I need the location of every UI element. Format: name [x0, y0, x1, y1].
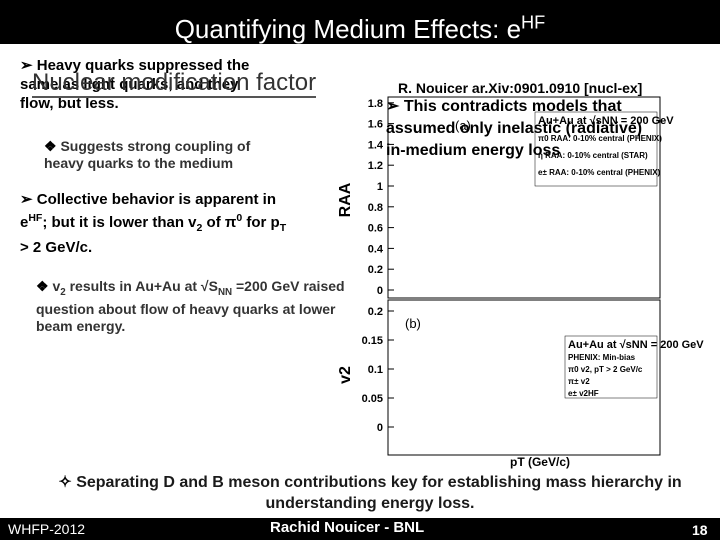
footer-left: WHFP-2012: [8, 521, 86, 537]
text-run: of π: [202, 214, 237, 231]
text-run: Suggests strong coupling of heavy quarks…: [44, 138, 251, 171]
citation: R. Nouicer ar.Xiv:0901.0910 [nucl-ex]: [398, 80, 643, 96]
y-tick-label: 1: [377, 181, 383, 193]
y-tick-label: 1.2: [368, 160, 383, 172]
overlay-title: Nuclear modification factor: [32, 69, 317, 98]
bullet: Heavy quarks suppressed the same as ligh…: [20, 56, 270, 113]
y-tick-label: 0.2: [368, 306, 383, 318]
panel-label: (b): [405, 316, 421, 331]
y-label: v2: [337, 366, 354, 384]
y-tick-label: 0: [377, 285, 383, 297]
bullet: This contradicts models that assumed onl…: [386, 96, 658, 162]
legend-bottom: [564, 335, 658, 399]
text-run: ; but it is lower than v: [42, 214, 197, 231]
header: Quantifying Medium Effects: eHF: [0, 0, 720, 44]
text-run: > 2 GeV/c.: [20, 239, 93, 256]
footer-right: 18: [692, 522, 708, 538]
y-tick-label: 0.2: [368, 264, 383, 276]
legend-entry: e± RAA: 0-10% central (PHENIX): [538, 168, 661, 177]
sub: NN: [217, 286, 233, 298]
frame-bottom: [387, 299, 661, 456]
sub-bullet: v2 results in Au+Au at √SNN =200 GeV rai…: [36, 278, 346, 335]
y-tick-label: 1.4: [368, 139, 384, 151]
sub: 2: [196, 222, 203, 234]
sub: T: [279, 222, 287, 234]
y-tick-label: 0.15: [362, 335, 383, 347]
text-run: Collective behavior is apparent in e: [20, 191, 276, 231]
bottom-text-body: Separating D and B meson contributions k…: [76, 474, 682, 512]
y-tick-label: 0.1: [368, 364, 383, 376]
y-tick-label: 0: [377, 422, 383, 434]
sub: 2: [60, 286, 66, 298]
text-run: v: [52, 278, 61, 294]
x-label: pT (GeV/c): [510, 455, 570, 469]
legend-entry: Au+Au at √sNN = 200 GeV: [568, 339, 704, 351]
y-label: RAA: [337, 182, 354, 217]
text-run: =200 GeV raised question about flow of h…: [36, 278, 345, 334]
footer: WHFP-2012 Rachid Nouicer - BNL 18: [0, 518, 720, 540]
y-tick-label: 1.8: [368, 98, 383, 110]
text-run: results in Au+Au at √S: [65, 278, 218, 294]
title: Quantifying Medium Effects: eHF: [174, 12, 546, 44]
text-run: Quantifying Medium Effects: e: [174, 13, 522, 44]
y-tick-label: 0.6: [368, 223, 383, 235]
sup: 0: [236, 212, 243, 224]
legend-entry: π0 v2, pT > 2 GeV/c: [568, 365, 643, 374]
text-run: This contradicts models that assumed onl…: [386, 98, 643, 159]
footer-center: Rachid Nouicer - BNL: [270, 519, 425, 536]
text-run: for p: [242, 214, 280, 231]
bottom-text: ✧ Separating D and B meson contributions…: [58, 474, 682, 512]
text-run: Heavy quarks suppressed the same as ligh…: [20, 57, 250, 112]
legend-entry: e± v2HF: [568, 389, 599, 398]
sub-bullet: Suggests strong coupling of heavy quarks…: [44, 138, 284, 172]
sup: HF: [521, 12, 546, 32]
y-tick-label: 0.8: [368, 202, 383, 214]
legend-entry: PHENIX: Min-bias: [568, 353, 636, 362]
y-tick-label: 0.4: [368, 243, 384, 255]
bullet: Collective behavior is apparent in eHF; …: [20, 190, 290, 257]
y-tick-label: 1.6: [368, 119, 383, 131]
y-tick-label: 0.05: [362, 393, 383, 405]
sup: HF: [28, 212, 43, 224]
legend-entry: π± v2: [568, 377, 590, 386]
